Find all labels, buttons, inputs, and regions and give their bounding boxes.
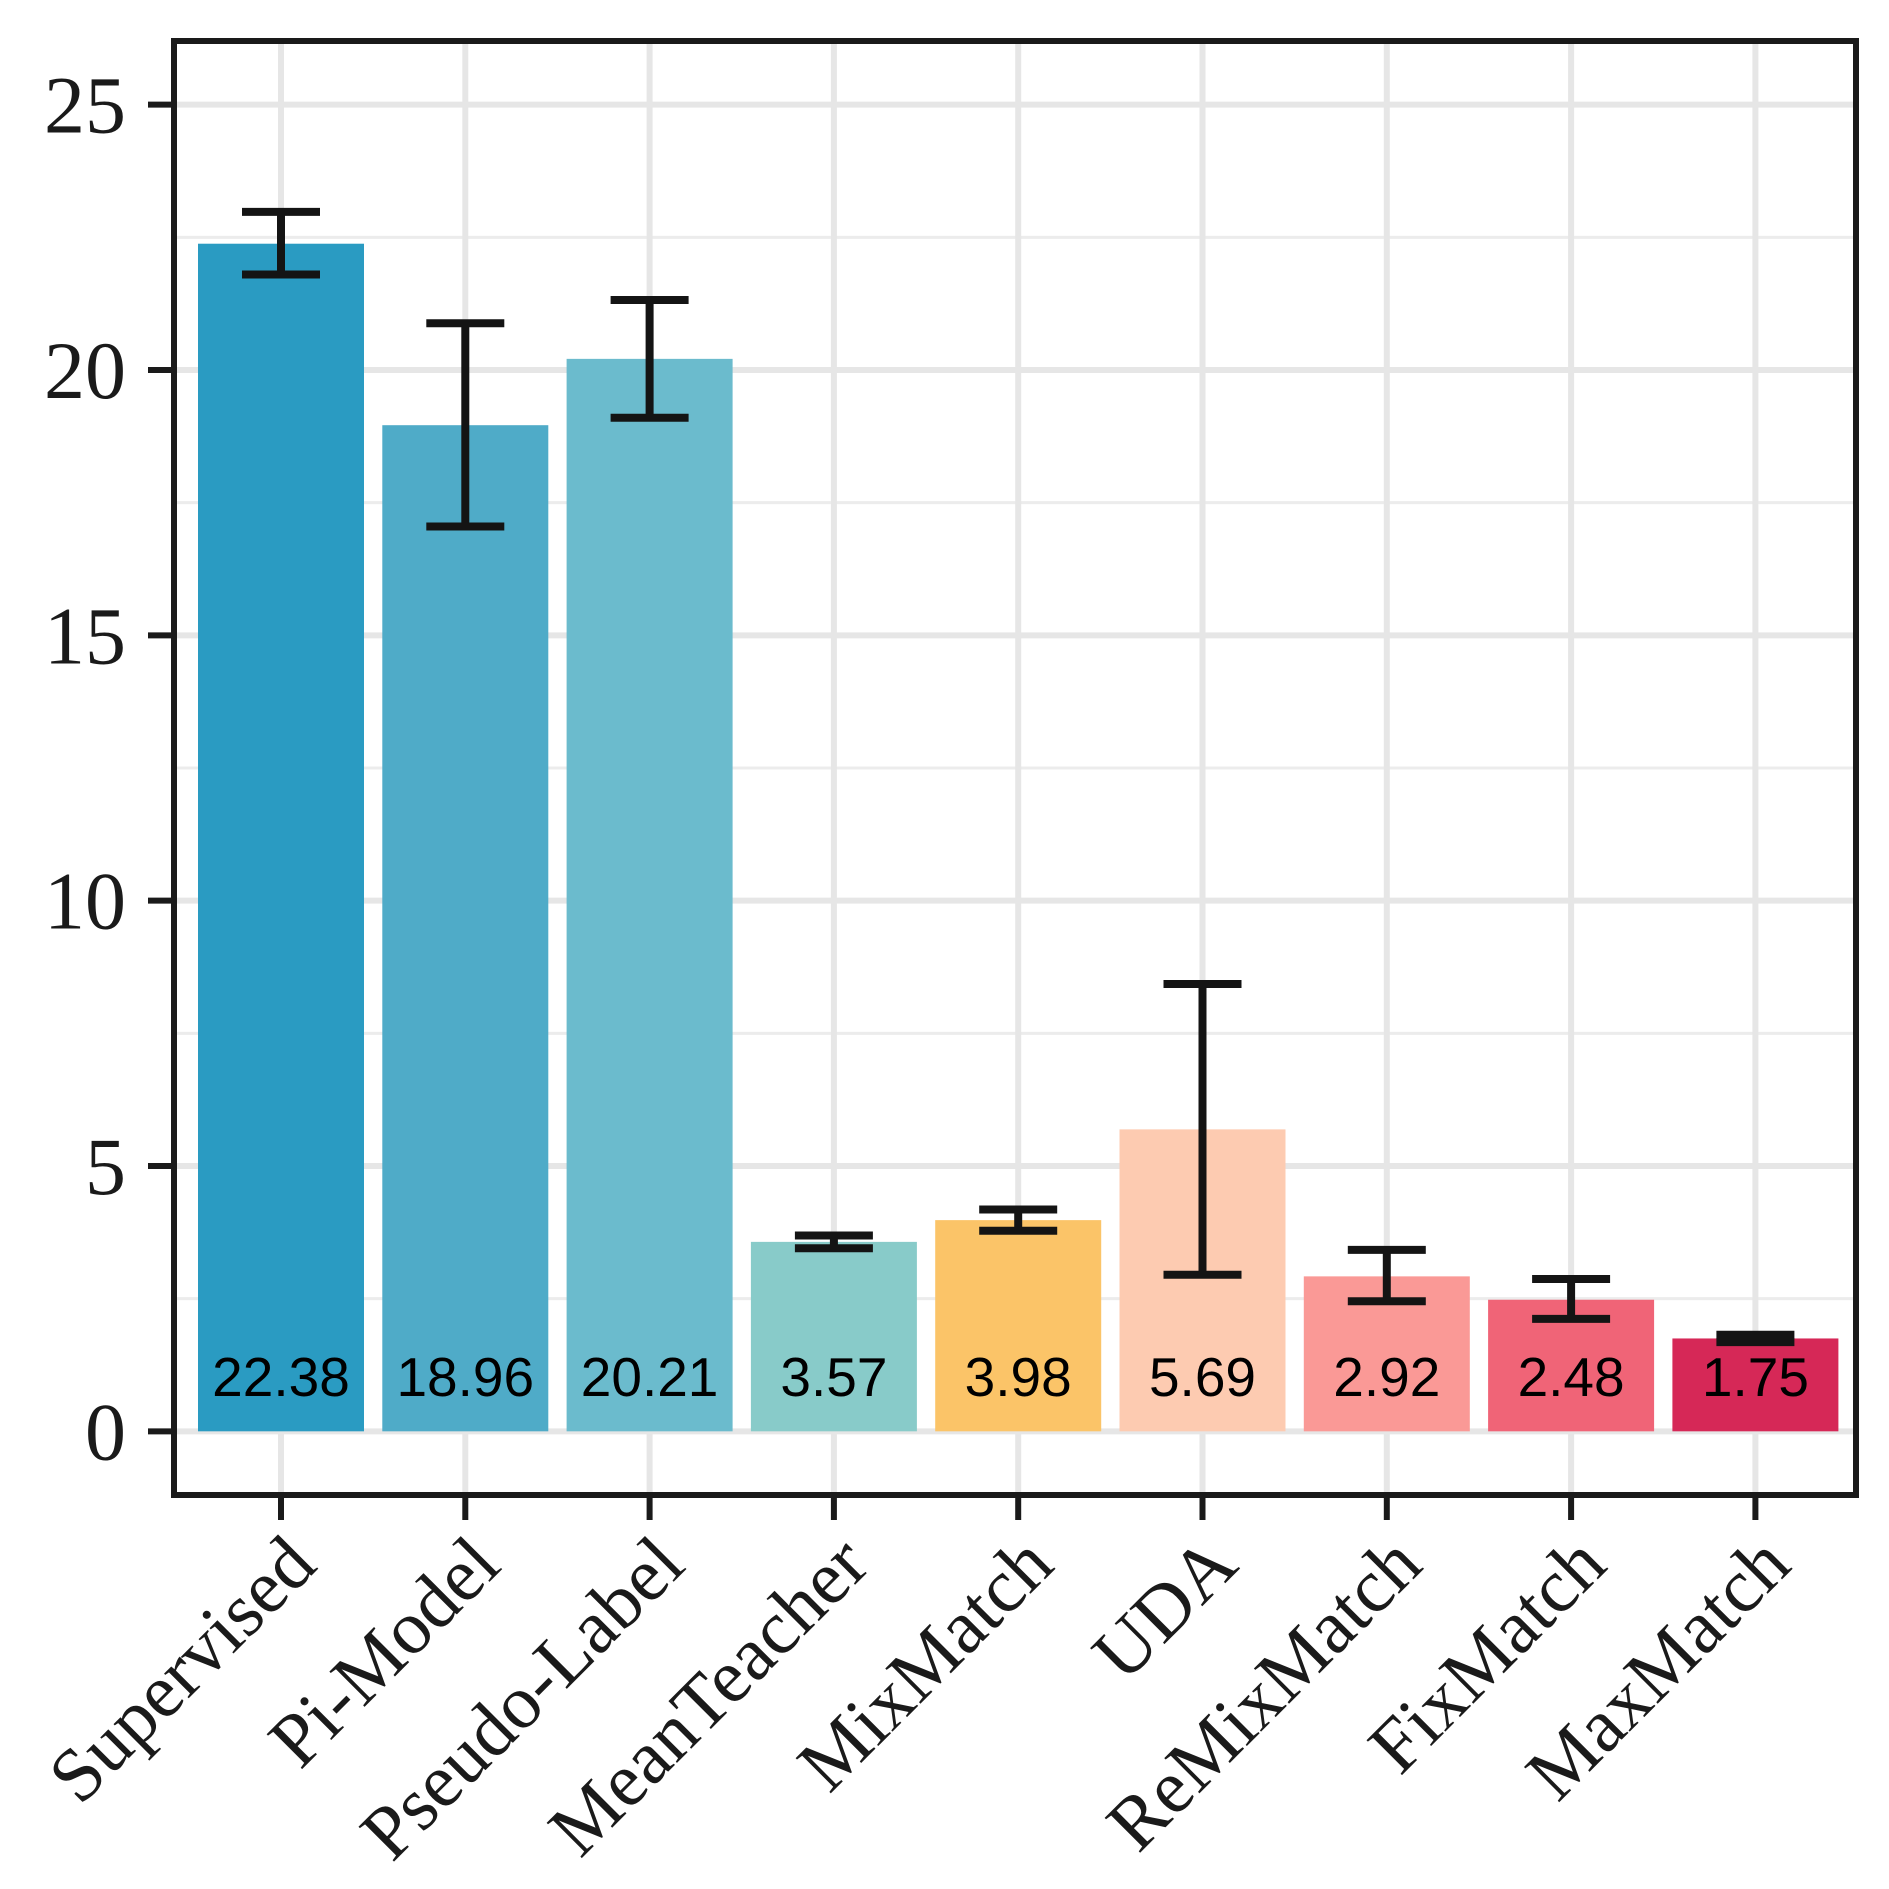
data-label: 2.92 [1333,1346,1440,1408]
bar-supervised [198,243,364,1432]
bar-pi-model [382,425,549,1432]
y-tick-label: 25 [44,60,126,151]
bar-pseudo-label [566,358,733,1432]
y-axis: 0 5 10 15 20 25 [44,60,174,1477]
data-label: 1.75 [1702,1346,1809,1408]
y-tick-label: 20 [44,325,126,416]
bar-meanteacher [750,1241,917,1432]
data-label: 3.57 [780,1346,887,1408]
bar-maxmatch [1672,1338,1839,1432]
data-label: 18.96 [396,1346,534,1408]
data-label: 20.21 [581,1346,719,1408]
bars-group [198,243,1839,1432]
y-tick-label: 0 [85,1386,126,1477]
y-tick-label: 15 [44,590,126,681]
error-bars-group [242,207,1795,1347]
data-label: 22.38 [212,1346,350,1408]
data-label: 3.98 [965,1346,1072,1408]
data-label: 5.69 [1149,1346,1256,1408]
bar-mixmatch [935,1220,1102,1432]
y-tick-label: 10 [44,856,126,947]
data-label: 2.48 [1518,1346,1625,1408]
plot-panel-border [171,38,1859,1498]
data-labels-group: 22.38 18.96 20.21 3.57 3.98 5.69 2.92 2.48 1.75 [212,1346,1809,1408]
y-tick-label: 5 [85,1121,126,1212]
